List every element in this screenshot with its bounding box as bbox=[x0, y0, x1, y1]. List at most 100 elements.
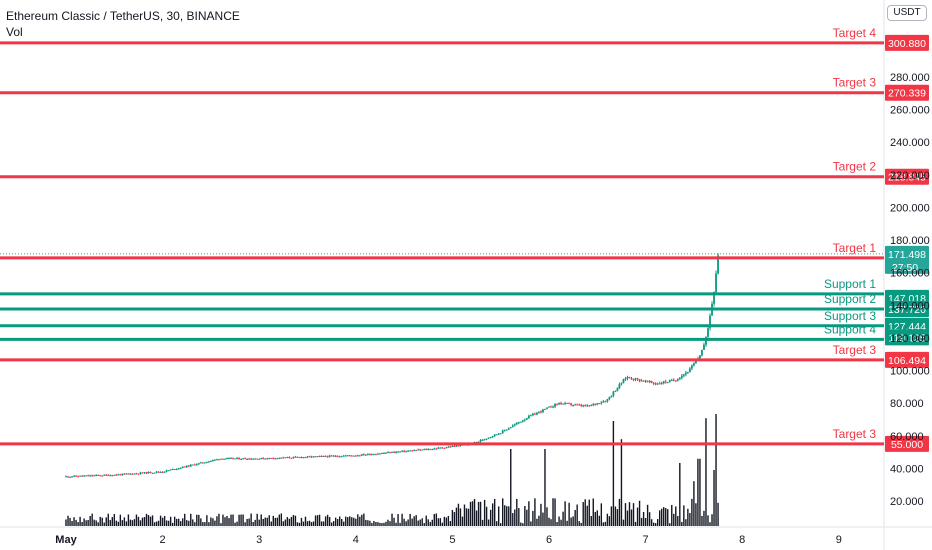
candle-body bbox=[201, 462, 204, 464]
candle-body bbox=[89, 475, 92, 477]
volume-bar bbox=[661, 508, 663, 526]
volume-bar bbox=[312, 521, 315, 526]
volume-bar bbox=[349, 516, 351, 526]
volume-bar bbox=[242, 514, 244, 526]
volume-bar bbox=[69, 517, 71, 526]
volume-bar bbox=[101, 517, 103, 526]
candle-body bbox=[344, 455, 347, 457]
volume-bar bbox=[411, 518, 413, 526]
volume-bar bbox=[220, 523, 222, 526]
volume-bar bbox=[532, 510, 534, 526]
volume-bar bbox=[427, 519, 429, 526]
candle-body bbox=[226, 458, 228, 460]
candle-body bbox=[676, 379, 679, 381]
volume-bar bbox=[576, 504, 578, 526]
candle-body bbox=[656, 383, 659, 385]
volume-bar bbox=[417, 520, 419, 526]
volume-bar bbox=[677, 516, 679, 526]
y-tick-label: 200.000 bbox=[890, 202, 930, 214]
volume-bar bbox=[624, 503, 627, 526]
last-price-tag bbox=[885, 245, 929, 274]
candle-body bbox=[640, 380, 643, 382]
volume-bar bbox=[216, 516, 218, 526]
candle-body bbox=[387, 452, 389, 454]
candle-body bbox=[149, 471, 152, 473]
candle-body bbox=[105, 474, 108, 476]
volume-bar bbox=[127, 514, 130, 526]
candle-body bbox=[479, 439, 482, 442]
volume-bar bbox=[194, 522, 196, 526]
candle-body bbox=[447, 446, 450, 448]
candle-body bbox=[664, 381, 667, 383]
volume-bar bbox=[294, 515, 297, 526]
candle-body bbox=[592, 403, 595, 405]
candle-body bbox=[214, 459, 216, 461]
volume-bar bbox=[373, 520, 375, 526]
volume-bar bbox=[288, 518, 291, 526]
volume-bar bbox=[582, 502, 584, 526]
volume-bar bbox=[153, 522, 156, 526]
time-axis[interactable]: May 2 3 4 5 6 7 8 9 bbox=[55, 534, 842, 546]
volume-bar bbox=[524, 505, 526, 526]
volume-bar bbox=[562, 511, 564, 526]
candle-body bbox=[117, 474, 120, 476]
volume-bar bbox=[381, 523, 383, 526]
volume-bar bbox=[133, 519, 136, 526]
volume-bar bbox=[654, 523, 657, 526]
level-label: Support 1 bbox=[824, 277, 876, 291]
volume-bar bbox=[119, 514, 122, 526]
candle-body bbox=[688, 368, 691, 373]
candle-body bbox=[521, 420, 524, 422]
candle-body bbox=[165, 470, 168, 472]
y-tick-label: 160.000 bbox=[890, 268, 930, 280]
volume-bar bbox=[514, 509, 516, 526]
candle-body bbox=[79, 475, 81, 477]
candle-body bbox=[306, 456, 309, 458]
volume-bar bbox=[429, 522, 431, 526]
candle-body bbox=[75, 475, 77, 477]
volume-bar bbox=[345, 516, 347, 526]
volume-bar bbox=[413, 516, 415, 526]
volume-bar bbox=[491, 503, 494, 526]
volume-bar bbox=[304, 516, 307, 526]
candle-body bbox=[244, 458, 247, 460]
candle-body bbox=[582, 405, 585, 407]
candle-body bbox=[318, 456, 321, 458]
volume-bar bbox=[246, 518, 248, 526]
volume-bar bbox=[121, 520, 124, 526]
volume-bar bbox=[604, 521, 607, 526]
volume-bar bbox=[699, 458, 701, 526]
candle-body bbox=[511, 425, 514, 428]
candle-body bbox=[642, 380, 645, 382]
candle-body bbox=[232, 457, 234, 459]
candle-body bbox=[332, 455, 335, 457]
candle-body bbox=[135, 473, 138, 475]
level-price-text: 218.845 bbox=[888, 172, 926, 184]
price-axis[interactable]: 20.000 40.000 60.000 80.000 100.000 120.000 14… bbox=[890, 72, 930, 508]
candle-body bbox=[216, 459, 218, 461]
volume-bar bbox=[493, 498, 496, 526]
candle-body bbox=[181, 466, 184, 468]
volume-bar bbox=[230, 514, 232, 526]
volume-bar bbox=[566, 520, 568, 526]
candle-body bbox=[397, 451, 399, 453]
volume-bar bbox=[135, 514, 138, 526]
candle-body bbox=[713, 291, 715, 304]
y-tick-label: 220.000 bbox=[890, 170, 930, 182]
volume-bar bbox=[87, 519, 89, 526]
last-price-text: 171.498 bbox=[888, 249, 926, 261]
volume-bar bbox=[584, 499, 586, 526]
volume-bar bbox=[644, 517, 647, 526]
volume-bar bbox=[328, 517, 331, 526]
volume-bar bbox=[628, 502, 631, 526]
candle-body bbox=[294, 456, 297, 458]
candle-body bbox=[429, 449, 432, 451]
volume-bar bbox=[586, 505, 588, 526]
candle-body bbox=[415, 450, 418, 452]
volume-bar bbox=[252, 522, 254, 526]
y-tick-label: 20.000 bbox=[890, 496, 924, 508]
currency-button[interactable]: USDT bbox=[887, 5, 927, 21]
candle-body bbox=[143, 472, 146, 474]
candle-body bbox=[606, 399, 609, 402]
